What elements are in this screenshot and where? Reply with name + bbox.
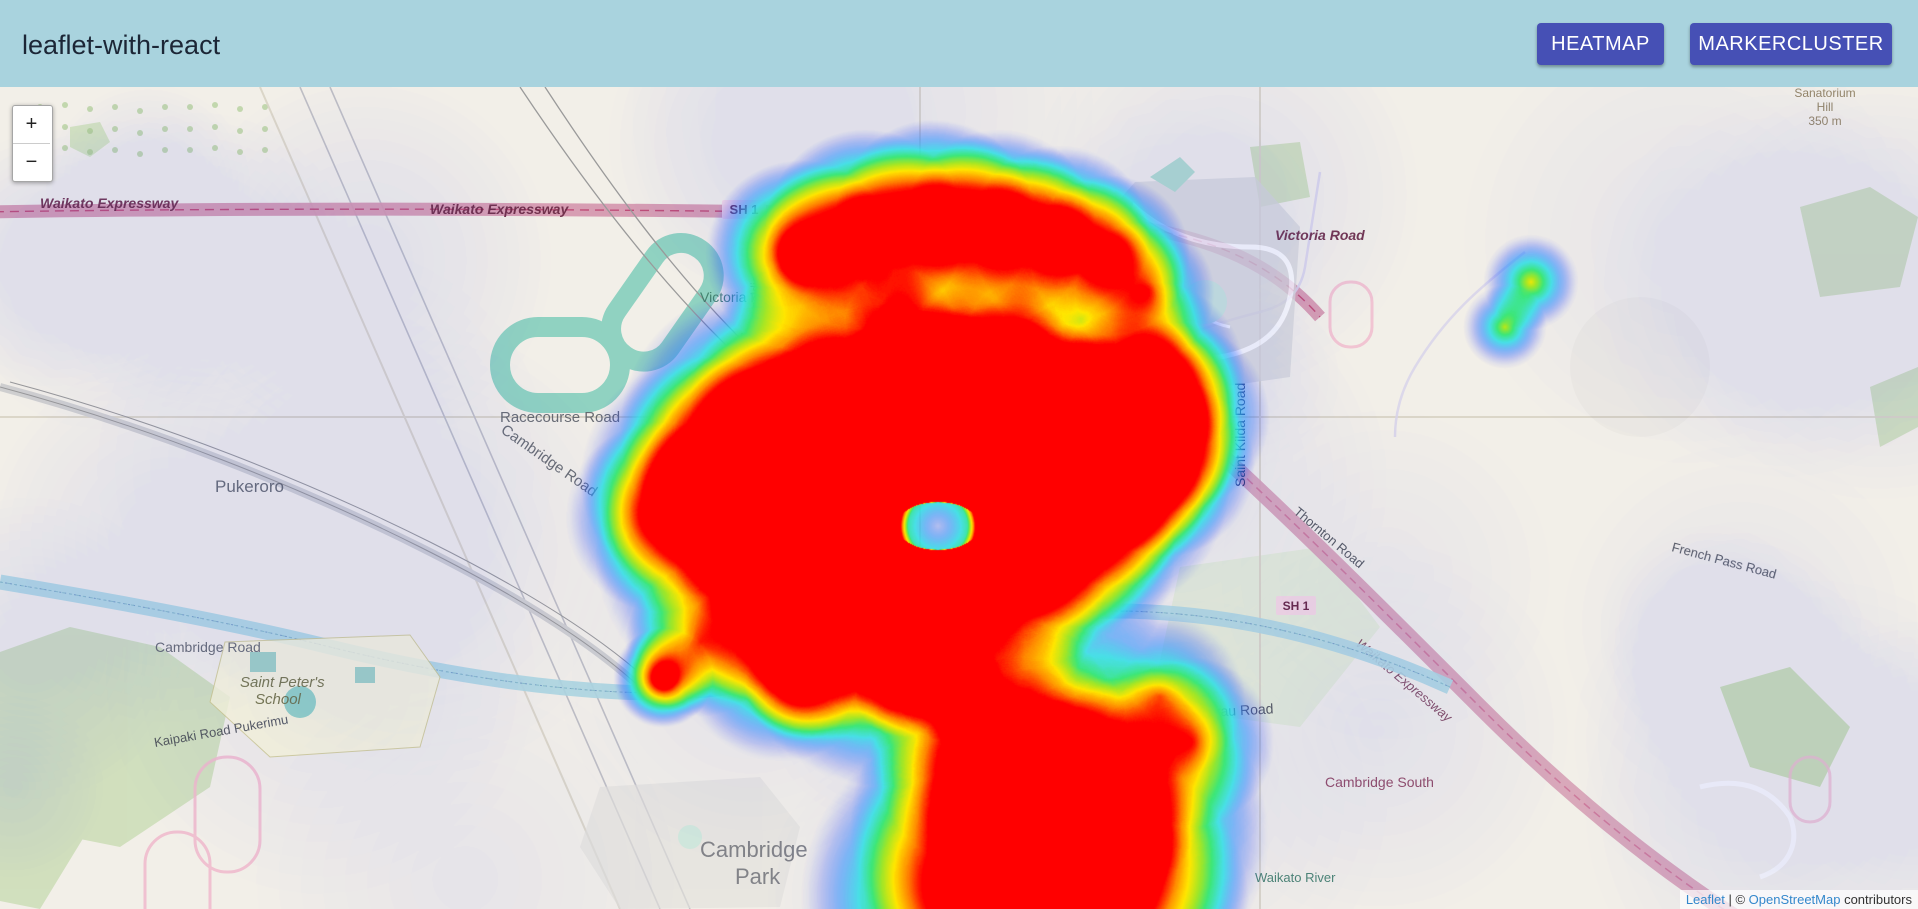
svg-text:Norfolk D...: Norfolk D... — [740, 330, 805, 345]
svg-text:Norfolk Downs: Norfolk Downs — [855, 231, 1005, 257]
svg-text:Cambridge: Cambridge — [700, 837, 808, 862]
svg-text:Victoria Road: Victoria Road — [700, 289, 784, 305]
svg-text:350 m: 350 m — [1808, 114, 1841, 128]
svg-text:SH 1: SH 1 — [1283, 599, 1310, 613]
svg-text:Waikato Expressway: Waikato Expressway — [40, 195, 179, 211]
svg-text:SH 1: SH 1 — [730, 202, 759, 217]
svg-text:French Pass Road: French Pass Road — [1670, 539, 1778, 581]
svg-text:Cambridge South: Cambridge South — [1325, 774, 1434, 790]
svg-text:Sanatorium: Sanatorium — [1794, 87, 1855, 100]
svg-text:Raceway: Raceway — [715, 402, 778, 419]
svg-text:Park: Park — [735, 864, 781, 889]
svg-text:Cambridge Road: Cambridge Road — [155, 639, 261, 655]
svg-text:Saint Peter's: Saint Peter's — [240, 674, 325, 691]
svg-text:Cambridge: Cambridge — [715, 384, 788, 401]
svg-text:School: School — [255, 691, 302, 708]
svg-text:Racecourse Road: Racecourse Road — [500, 409, 620, 426]
svg-text:Cambridge Road: Cambridge Road — [498, 421, 601, 500]
svg-text:Waikato Expressway: Waikato Expressway — [430, 201, 569, 217]
svg-text:Pukeroro: Pukeroro — [215, 477, 284, 496]
svg-text:Victoria Road: Victoria Road — [1275, 227, 1365, 243]
svg-text:Hill: Hill — [1817, 100, 1834, 114]
svg-text:Waikato River: Waikato River — [1255, 870, 1336, 885]
svg-text:Peake Road: Peake Road — [920, 274, 997, 290]
svg-text:Saint Kilda Road: Saint Kilda Road — [1232, 383, 1248, 487]
